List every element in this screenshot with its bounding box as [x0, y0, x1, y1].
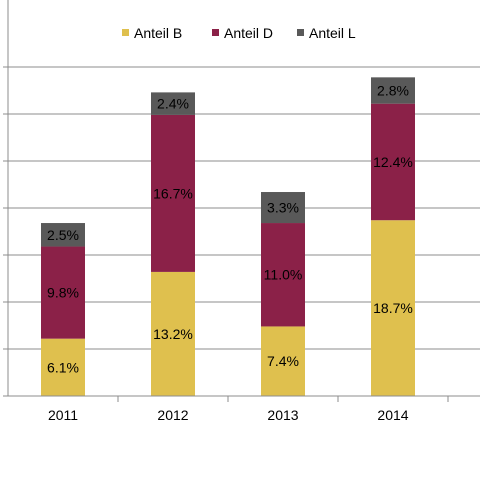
legend-swatch-1	[212, 29, 219, 36]
data-label-2011-2: 2.5%	[47, 227, 79, 243]
data-label-2014-1: 12.4%	[373, 154, 413, 170]
x-tick-label-2013: 2013	[267, 407, 298, 423]
data-label-2013-2: 3.3%	[267, 200, 299, 216]
data-label-2012-2: 2.4%	[157, 96, 189, 112]
data-label-2013-1: 11.0%	[264, 267, 303, 283]
data-label-2013-0: 7.4%	[267, 353, 299, 369]
bar-anteil-d-2014	[371, 103, 415, 221]
bar-anteil-b-2014	[371, 220, 415, 396]
bar-anteil-d-2013	[261, 223, 305, 327]
data-label-2012-1: 16.7%	[153, 185, 193, 201]
axes: 20112012201320142015	[3, 0, 480, 423]
data-label-2014-0: 18.7%	[373, 300, 413, 316]
bar-anteil-l-2011	[41, 223, 85, 247]
bar-anteil-b-2013	[261, 326, 305, 396]
legend-swatch-2	[297, 29, 304, 36]
data-label-2011-1: 9.8%	[47, 285, 79, 301]
data-label-2011-0: 6.1%	[47, 359, 79, 375]
legend-label-1: Anteil D	[224, 25, 273, 41]
data-label-2014-2: 2.8%	[377, 83, 409, 99]
x-tick-label-2014: 2014	[377, 407, 408, 423]
bar-anteil-l-2013	[261, 192, 305, 224]
legend-label-0: Anteil B	[134, 25, 182, 41]
x-tick-label-2011: 2011	[48, 407, 78, 423]
gridlines	[8, 66, 480, 350]
bar-anteil-d-2011	[41, 246, 85, 339]
bar-anteil-b-2011	[41, 338, 85, 396]
x-tick-label-2012: 2012	[157, 407, 188, 423]
legend-label-2: Anteil L	[309, 25, 356, 41]
bar-anteil-d-2012	[151, 114, 195, 272]
bar-anteil-l-2014	[371, 77, 415, 104]
legend-swatch-0	[122, 29, 129, 36]
bar-anteil-l-2012	[151, 92, 195, 115]
bar-anteil-b-2012	[151, 271, 195, 396]
legend: Anteil B Anteil D Anteil L	[122, 25, 356, 41]
data-labels: 6.1% 9.8% 2.5% 13.2% 16.7% 2.4% 7.4% 11.0% 3.3% 1…	[47, 83, 413, 376]
data-label-2012-0: 13.2%	[153, 326, 193, 342]
bars	[41, 77, 415, 396]
